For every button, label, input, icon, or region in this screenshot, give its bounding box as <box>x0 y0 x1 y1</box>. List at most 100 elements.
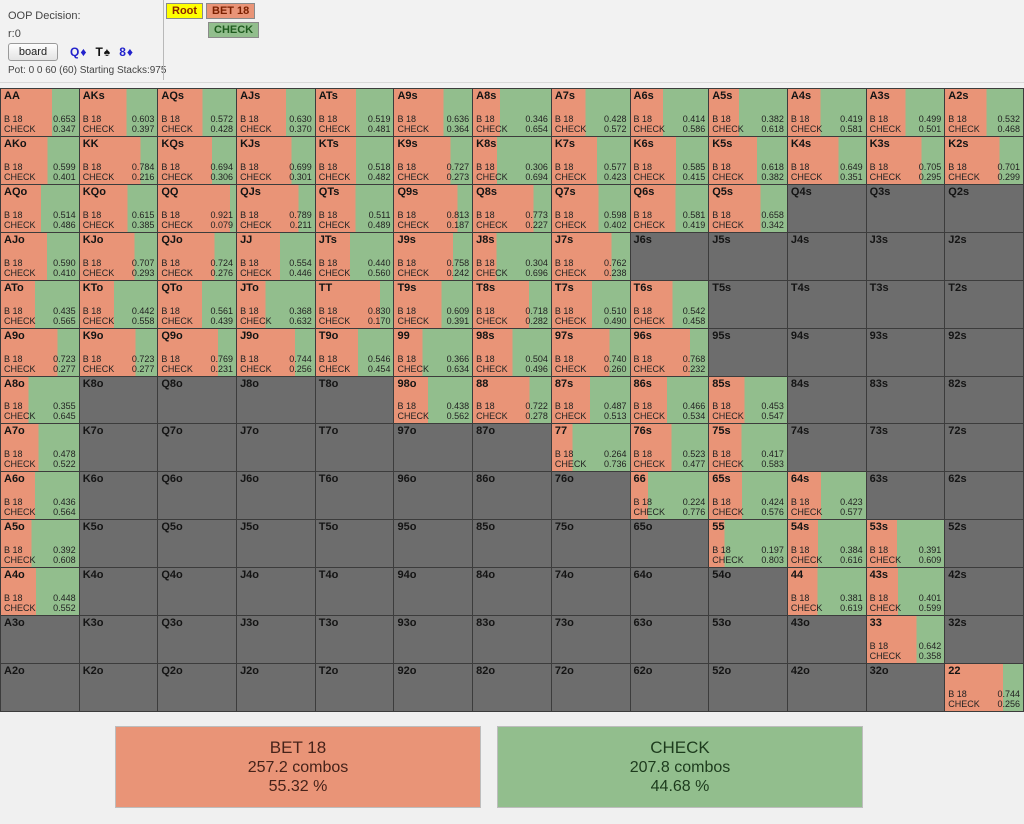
hand-cell-A2o[interactable]: A2o <box>1 664 80 712</box>
tree-node-bet[interactable]: BET 18 <box>206 3 256 19</box>
hand-cell-96o[interactable]: 96o <box>394 472 474 521</box>
hand-cell-AQo[interactable]: AQo B 18 0.514 CHECK 0.486 <box>1 184 80 233</box>
hand-cell-77[interactable]: 77 B 18 0.264 CHECK 0.736 <box>551 424 631 473</box>
hand-cell-A5o[interactable]: A5o B 18 0.392 CHECK 0.608 <box>1 520 80 569</box>
hand-cell-Q4o[interactable]: Q4o <box>158 568 238 617</box>
hand-cell-Q7o[interactable]: Q7o <box>158 424 238 473</box>
hand-cell-Q9o[interactable]: Q9o B 18 0.769 CHECK 0.231 <box>158 328 238 377</box>
hand-cell-QJo[interactable]: QJo B 18 0.724 CHECK 0.276 <box>158 232 238 281</box>
hand-cell-93s[interactable]: 93s <box>866 328 946 377</box>
hand-cell-J7s[interactable]: J7s B 18 0.762 CHECK 0.238 <box>551 232 631 281</box>
hand-cell-Q4s[interactable]: Q4s <box>787 184 867 233</box>
hand-cell-83s[interactable]: 83s <box>866 376 946 425</box>
hand-cell-75o[interactable]: 75o <box>551 520 631 569</box>
hand-cell-52o[interactable]: 52o <box>709 664 788 712</box>
hand-cell-K2s[interactable]: K2s B 18 0.701 CHECK 0.299 <box>945 136 1024 185</box>
hand-cell-K7o[interactable]: K7o <box>79 424 159 473</box>
hand-cell-A4o[interactable]: A4o B 18 0.448 CHECK 0.552 <box>1 568 80 617</box>
hand-cell-55[interactable]: 55 B 18 0.197 CHECK 0.803 <box>709 520 788 569</box>
hand-cell-74s[interactable]: 74s <box>787 424 867 473</box>
hand-cell-T3s[interactable]: T3s <box>866 280 946 329</box>
hand-cell-85o[interactable]: 85o <box>473 520 552 569</box>
hand-cell-Q8s[interactable]: Q8s B 18 0.773 CHECK 0.227 <box>473 184 552 233</box>
hand-cell-52s[interactable]: 52s <box>945 520 1024 569</box>
hand-cell-73s[interactable]: 73s <box>866 424 946 473</box>
hand-cell-T5o[interactable]: T5o <box>315 520 395 569</box>
hand-cell-KJo[interactable]: KJo B 18 0.707 CHECK 0.293 <box>79 232 159 281</box>
hand-cell-J4s[interactable]: J4s <box>787 232 867 281</box>
hand-cell-84s[interactable]: 84s <box>787 376 867 425</box>
hand-cell-QQ[interactable]: QQ B 18 0.921 CHECK 0.079 <box>158 184 238 233</box>
tree-node-check[interactable]: CHECK <box>208 22 260 38</box>
hand-cell-A9o[interactable]: A9o B 18 0.723 CHECK 0.277 <box>1 328 80 377</box>
hand-cell-J8s[interactable]: J8s B 18 0.304 CHECK 0.696 <box>473 232 552 281</box>
hand-cell-82o[interactable]: 82o <box>473 664 552 712</box>
tree-node-root[interactable]: Root <box>166 3 204 19</box>
hand-cell-Q5s[interactable]: Q5s B 18 0.658 CHECK 0.342 <box>709 184 788 233</box>
hand-cell-AA[interactable]: AA B 18 0.653 CHECK 0.347 <box>1 89 80 137</box>
hand-cell-Q3s[interactable]: Q3s <box>866 184 946 233</box>
hand-cell-KTs[interactable]: KTs B 18 0.518 CHECK 0.482 <box>315 136 395 185</box>
hand-cell-KTo[interactable]: KTo B 18 0.442 CHECK 0.558 <box>79 280 159 329</box>
hand-cell-T9s[interactable]: T9s B 18 0.609 CHECK 0.391 <box>394 280 474 329</box>
hand-cell-A9s[interactable]: A9s B 18 0.636 CHECK 0.364 <box>394 89 474 137</box>
hand-cell-K8s[interactable]: K8s B 18 0.306 CHECK 0.694 <box>473 136 552 185</box>
hand-cell-A8o[interactable]: A8o B 18 0.355 CHECK 0.645 <box>1 376 80 425</box>
hand-cell-95s[interactable]: 95s <box>709 328 788 377</box>
hand-cell-K3s[interactable]: K3s B 18 0.705 CHECK 0.295 <box>866 136 946 185</box>
hand-cell-T8s[interactable]: T8s B 18 0.718 CHECK 0.282 <box>473 280 552 329</box>
hand-cell-32s[interactable]: 32s <box>945 616 1024 665</box>
hand-cell-97o[interactable]: 97o <box>394 424 474 473</box>
hand-cell-T4s[interactable]: T4s <box>787 280 867 329</box>
hand-cell-J7o[interactable]: J7o <box>237 424 316 473</box>
hand-cell-Q7s[interactable]: Q7s B 18 0.598 CHECK 0.402 <box>551 184 631 233</box>
hand-cell-K9s[interactable]: K9s B 18 0.727 CHECK 0.273 <box>394 136 474 185</box>
hand-cell-33[interactable]: 33 B 18 0.642 CHECK 0.358 <box>866 616 946 665</box>
hand-cell-T3o[interactable]: T3o <box>315 616 395 665</box>
hand-cell-T8o[interactable]: T8o <box>315 376 395 425</box>
check-summary-box[interactable]: CHECK 207.8 combos 44.68 % <box>497 726 863 808</box>
hand-cell-T2s[interactable]: T2s <box>945 280 1024 329</box>
hand-cell-32o[interactable]: 32o <box>866 664 946 712</box>
hand-cell-K5o[interactable]: K5o <box>79 520 159 569</box>
hand-cell-K6o[interactable]: K6o <box>79 472 159 521</box>
hand-cell-53o[interactable]: 53o <box>709 616 788 665</box>
hand-cell-73o[interactable]: 73o <box>551 616 631 665</box>
hand-cell-J4o[interactable]: J4o <box>237 568 316 617</box>
hand-cell-AKs[interactable]: AKs B 18 0.603 CHECK 0.397 <box>79 89 159 137</box>
hand-cell-84o[interactable]: 84o <box>473 568 552 617</box>
hand-cell-T9o[interactable]: T9o B 18 0.546 CHECK 0.454 <box>315 328 395 377</box>
hand-cell-KQs[interactable]: KQs B 18 0.694 CHECK 0.306 <box>158 136 238 185</box>
hand-cell-Q6o[interactable]: Q6o <box>158 472 238 521</box>
hand-cell-99[interactable]: 99 B 18 0.366 CHECK 0.634 <box>394 328 474 377</box>
hand-cell-Q6s[interactable]: Q6s B 18 0.581 CHECK 0.419 <box>630 184 710 233</box>
hand-cell-A4s[interactable]: A4s B 18 0.419 CHECK 0.581 <box>787 89 867 137</box>
hand-cell-T7s[interactable]: T7s B 18 0.510 CHECK 0.490 <box>551 280 631 329</box>
hand-cell-62o[interactable]: 62o <box>630 664 710 712</box>
hand-cell-K4o[interactable]: K4o <box>79 568 159 617</box>
hand-cell-K5s[interactable]: K5s B 18 0.618 CHECK 0.382 <box>709 136 788 185</box>
hand-cell-43s[interactable]: 43s B 18 0.401 CHECK 0.599 <box>866 568 946 617</box>
hand-cell-T4o[interactable]: T4o <box>315 568 395 617</box>
hand-cell-J5o[interactable]: J5o <box>237 520 316 569</box>
hand-cell-76o[interactable]: 76o <box>551 472 631 521</box>
hand-cell-75s[interactable]: 75s B 18 0.417 CHECK 0.583 <box>709 424 788 473</box>
hand-cell-86o[interactable]: 86o <box>473 472 552 521</box>
hand-cell-72o[interactable]: 72o <box>551 664 631 712</box>
hand-cell-K2o[interactable]: K2o <box>79 664 159 712</box>
hand-cell-22[interactable]: 22 B 18 0.744 CHECK 0.256 <box>945 664 1024 712</box>
hand-cell-J3o[interactable]: J3o <box>237 616 316 665</box>
hand-cell-A8s[interactable]: A8s B 18 0.346 CHECK 0.654 <box>473 89 552 137</box>
hand-cell-K9o[interactable]: K9o B 18 0.723 CHECK 0.277 <box>79 328 159 377</box>
hand-cell-54s[interactable]: 54s B 18 0.384 CHECK 0.616 <box>787 520 867 569</box>
hand-cell-T6s[interactable]: T6s B 18 0.542 CHECK 0.458 <box>630 280 710 329</box>
hand-cell-54o[interactable]: 54o <box>709 568 788 617</box>
hand-cell-T2o[interactable]: T2o <box>315 664 395 712</box>
hand-cell-62s[interactable]: 62s <box>945 472 1024 521</box>
hand-cell-AJs[interactable]: AJs B 18 0.630 CHECK 0.370 <box>237 89 316 137</box>
hand-cell-63o[interactable]: 63o <box>630 616 710 665</box>
hand-cell-53s[interactable]: 53s B 18 0.391 CHECK 0.609 <box>866 520 946 569</box>
hand-cell-87o[interactable]: 87o <box>473 424 552 473</box>
hand-cell-74o[interactable]: 74o <box>551 568 631 617</box>
hand-cell-42s[interactable]: 42s <box>945 568 1024 617</box>
